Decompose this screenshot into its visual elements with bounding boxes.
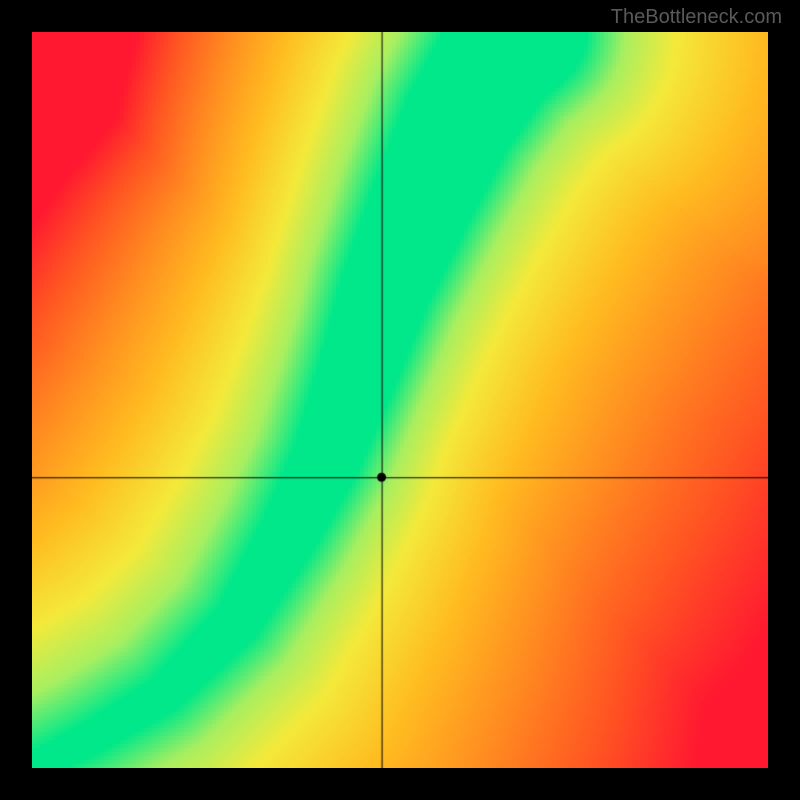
chart-container: TheBottleneck.com (0, 0, 800, 800)
watermark-text: TheBottleneck.com (611, 6, 782, 29)
bottleneck-heatmap (32, 32, 768, 768)
